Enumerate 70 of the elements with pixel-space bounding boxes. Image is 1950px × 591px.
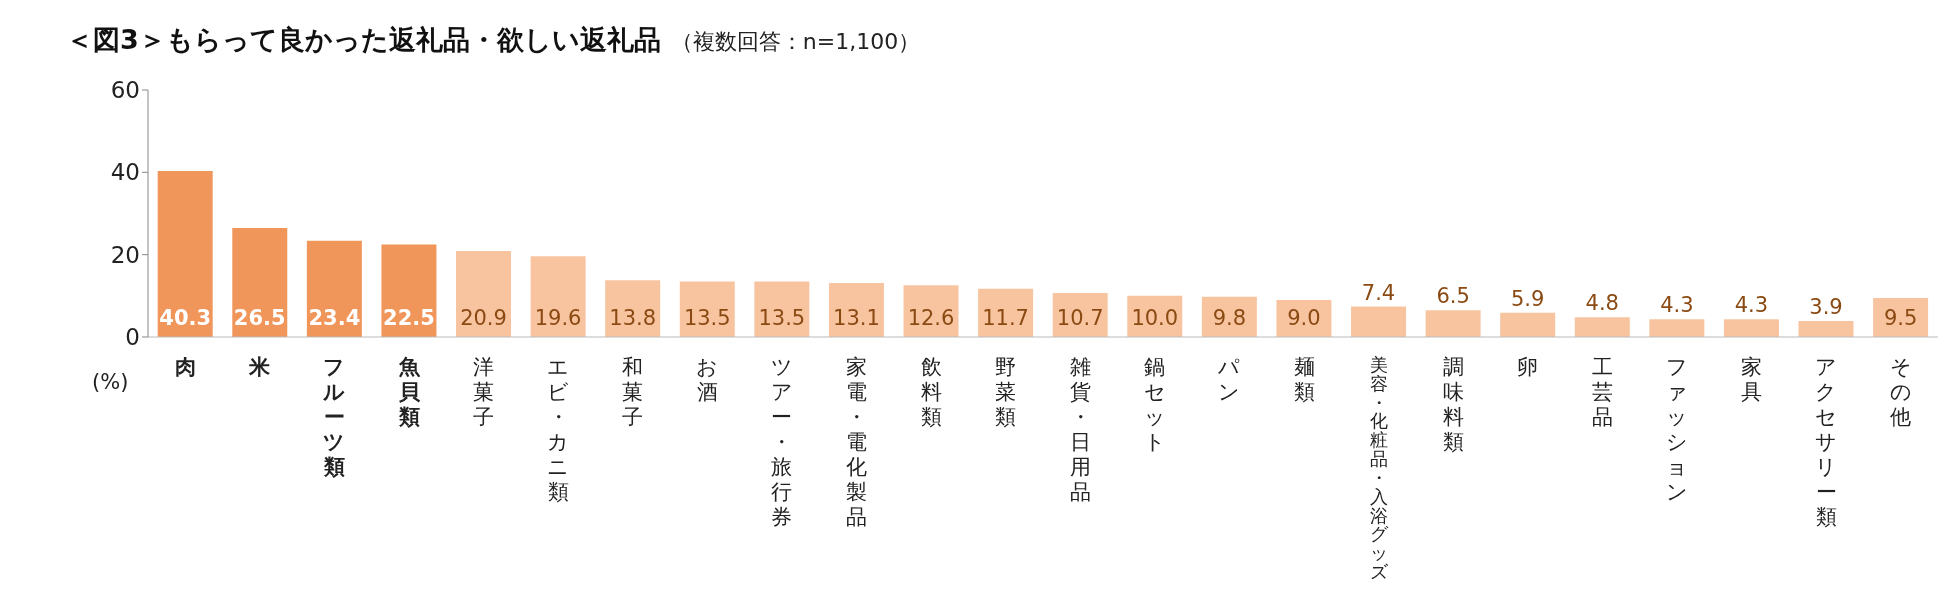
bar: [1798, 320, 1854, 337]
data-label: 6.5: [1436, 284, 1470, 309]
x-tick-label: アクセサリー類: [1815, 355, 1838, 529]
bar: [1425, 310, 1481, 337]
data-label: 10.0: [1131, 306, 1179, 330]
data-label: 4.8: [1585, 291, 1619, 316]
bar: [456, 250, 512, 337]
bar: [530, 256, 586, 337]
x-tick-label: 調味料類: [1442, 355, 1464, 454]
category-label: 美容・化粧品・入浴グッズ: [1369, 353, 1388, 582]
data-label: 9.0: [1287, 306, 1321, 330]
bar: [754, 281, 810, 337]
data-label: 7.4: [1361, 280, 1396, 305]
y-tick-label: 0: [125, 324, 140, 351]
chart-subtitle: （複数回答：n=1,100）: [670, 29, 921, 54]
y-axis-title: (%): [92, 370, 129, 394]
x-tick-label: お酒: [696, 355, 719, 404]
bar: [1500, 312, 1556, 337]
y-tick-label: 40: [110, 159, 140, 186]
data-label: 4.3: [1660, 293, 1694, 318]
data-label: 10.7: [1056, 306, 1104, 330]
data-label: 40.3: [159, 306, 212, 330]
data-label: 9.8: [1212, 306, 1247, 330]
y-tick-label: 20: [110, 241, 140, 268]
data-label: 12.6: [907, 306, 955, 330]
data-label: 13.1: [833, 306, 880, 330]
x-tick-label: ツアー・旅行券: [770, 355, 793, 529]
x-tick-label: 魚貝類: [397, 355, 421, 429]
data-label: 4.3: [1734, 293, 1769, 318]
x-tick-label: 家具: [1741, 355, 1763, 404]
chart-title: ＜図3＞もらって良かった返礼品・欲しい返礼品: [66, 24, 661, 55]
x-tick-label: 肉: [174, 355, 196, 379]
data-label: 5.9: [1510, 286, 1545, 311]
x-tick-label: ファッション: [1665, 355, 1688, 504]
bar: [306, 240, 362, 337]
x-tick-label: 卵: [1517, 355, 1539, 379]
x-tick-label: 米: [248, 355, 272, 379]
bar: [1351, 306, 1407, 337]
x-tick-label: エビ・カニ類: [547, 355, 570, 504]
bar: [157, 171, 213, 337]
x-tick-label: 雑貨・日用品: [1069, 355, 1091, 504]
bar: [1574, 317, 1630, 337]
x-tick-label: 麺類: [1293, 355, 1315, 404]
data-label: 13.8: [609, 306, 657, 330]
x-tick-label: 洋菓子: [473, 355, 495, 429]
bar: [679, 281, 735, 337]
x-tick-label: フルーツ類: [322, 355, 346, 479]
data-label: 26.5: [233, 306, 286, 330]
data-label: 22.5: [383, 306, 435, 330]
bar: [232, 227, 288, 337]
data-label: 19.6: [534, 306, 582, 330]
bar: [381, 244, 437, 337]
bar: [1723, 319, 1779, 337]
data-label: 13.5: [758, 306, 806, 330]
x-tick-label: 鍋セット: [1143, 355, 1166, 454]
x-tick-label: 家電・電化製品: [846, 355, 868, 529]
data-label: 3.9: [1809, 294, 1843, 319]
x-tick-label: パン: [1217, 355, 1241, 404]
x-tick-label: 工芸品: [1591, 355, 1613, 429]
x-tick-label: 和菓子: [622, 355, 644, 429]
data-label: 13.5: [683, 306, 731, 330]
bar: [1649, 319, 1705, 337]
y-tick-label: 60: [110, 77, 140, 104]
data-label: 20.9: [460, 306, 507, 330]
x-tick-label: 野菜類: [995, 355, 1017, 429]
x-tick-label: その他: [1889, 355, 1912, 429]
x-tick-label: 飲料類: [920, 355, 942, 429]
data-label: 11.7: [982, 306, 1029, 330]
data-label: 9.5: [1883, 306, 1918, 330]
data-label: 23.4: [308, 306, 361, 330]
